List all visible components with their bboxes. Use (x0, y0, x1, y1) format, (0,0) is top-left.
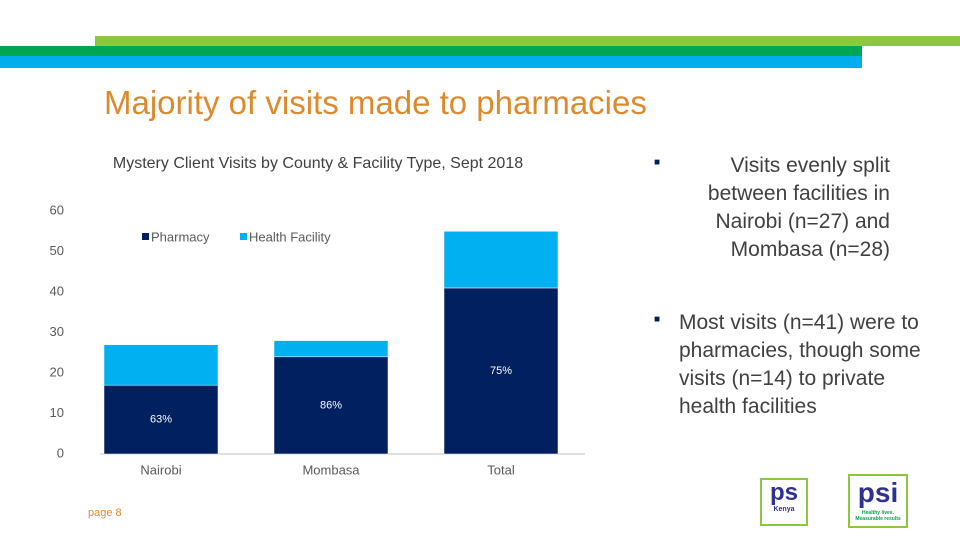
x-tick-label: Total (487, 462, 515, 477)
legend-swatch (142, 233, 149, 240)
y-tick-label: 60 (50, 202, 64, 217)
bar-segment (103, 344, 219, 386)
deco-bar (0, 46, 862, 56)
bar-segment (443, 231, 559, 289)
legend-swatch (240, 233, 247, 240)
bullet: Visits evenly split between facilities i… (707, 154, 890, 261)
bar-segment (273, 356, 389, 455)
logo: psi Healthy lives. Measurable results (848, 474, 908, 528)
bar-segment (443, 287, 559, 455)
logo: ps Kenya (760, 478, 808, 526)
page-number: page 8 (88, 507, 122, 519)
logo-sub: Healthy lives. Measurable results (855, 510, 901, 522)
slide-title: Majority of visits made to pharmacies (104, 84, 647, 121)
legend-label: Pharmacy (151, 229, 210, 244)
deco-bar (0, 56, 862, 68)
y-tick-label: 50 (50, 243, 64, 258)
logo-mark: ps (769, 479, 798, 506)
annotation: 75% (490, 365, 512, 377)
y-tick-label: 0 (57, 445, 64, 460)
chart-title: Mystery Client Visits by County & Facili… (112, 155, 524, 172)
y-tick-label: 10 (50, 405, 64, 420)
bullet-icon: ■ (654, 157, 661, 168)
y-tick-label: 20 (50, 364, 64, 379)
logo-mark: psi (857, 477, 899, 508)
bar-segment (273, 340, 389, 358)
bar-segment (103, 384, 219, 455)
x-tick-label: Mombasa (302, 462, 360, 477)
bullet-icon: ■ (654, 314, 661, 325)
y-tick-label: 40 (50, 283, 64, 298)
x-tick-label: Nairobi (140, 462, 181, 477)
deco-bar (95, 36, 960, 46)
annotation: 63% (150, 413, 172, 425)
y-tick-label: 30 (50, 324, 64, 339)
logo-sub: Kenya (773, 506, 795, 513)
bullet: Most visits (n=41) were to pharmacies, t… (679, 311, 921, 418)
legend-label: Health Facility (249, 229, 331, 244)
annotation: 86% (320, 399, 342, 411)
